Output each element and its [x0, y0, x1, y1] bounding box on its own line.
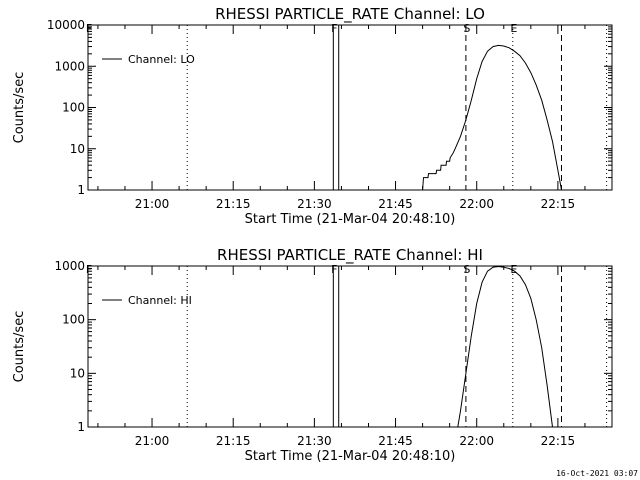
x-axis-label: Start Time (21-Mar-04 20:48:10)	[245, 212, 456, 227]
x-tick-label: 22:00	[459, 434, 494, 448]
x-tick-label: 21:45	[378, 197, 413, 211]
y-tick-label: 10	[70, 366, 85, 380]
x-tick-label: 21:15	[216, 197, 251, 211]
marker-label: F	[331, 263, 337, 276]
marker-label: S	[463, 22, 470, 35]
y-tick-label: 10000	[47, 18, 85, 32]
y-axis-label: Counts/sec	[12, 72, 27, 144]
legend-label: Channel: HI	[128, 294, 192, 307]
plot-frame	[87, 24, 613, 191]
y-tick-label: 100	[62, 101, 85, 115]
y-tick-label: 1	[77, 183, 85, 197]
marker-label: E	[510, 263, 517, 276]
series-line	[422, 44, 562, 191]
plot-title: RHESSI PARTICLE_RATE Channel: LO	[215, 5, 485, 24]
y-tick-label: 10	[70, 142, 85, 156]
y-axis-label: Counts/sec	[12, 311, 27, 383]
y-tick-label: 1	[77, 420, 85, 434]
plot-timestamp: 16-Oct-2021 03:07	[556, 469, 638, 478]
x-axis-label: Start Time (21-Mar-04 20:48:10)	[245, 449, 456, 464]
x-tick-label: 22:15	[541, 197, 576, 211]
plot-title: RHESSI PARTICLE_RATE Channel: HI	[217, 246, 483, 265]
y-tick-label: 1000	[54, 59, 85, 73]
series-line	[457, 265, 553, 428]
x-tick-label: 21:30	[297, 434, 332, 448]
x-tick-label: 21:30	[297, 197, 332, 211]
x-tick-label: 21:45	[378, 434, 413, 448]
marker-label: F	[86, 263, 92, 276]
marker-label: E	[510, 22, 517, 35]
marker-label: F	[86, 22, 92, 35]
x-tick-label: 21:00	[135, 434, 170, 448]
plot-frame	[87, 265, 613, 428]
legend-label: Channel: LO	[128, 53, 195, 66]
marker-label: F	[331, 22, 337, 35]
marker-label: S	[463, 263, 470, 276]
x-tick-label: 22:15	[541, 434, 576, 448]
y-tick-label: 1000	[54, 259, 85, 273]
x-tick-label: 21:00	[135, 197, 170, 211]
x-tick-label: 22:00	[459, 197, 494, 211]
y-tick-label: 100	[62, 313, 85, 327]
x-tick-label: 21:15	[216, 434, 251, 448]
